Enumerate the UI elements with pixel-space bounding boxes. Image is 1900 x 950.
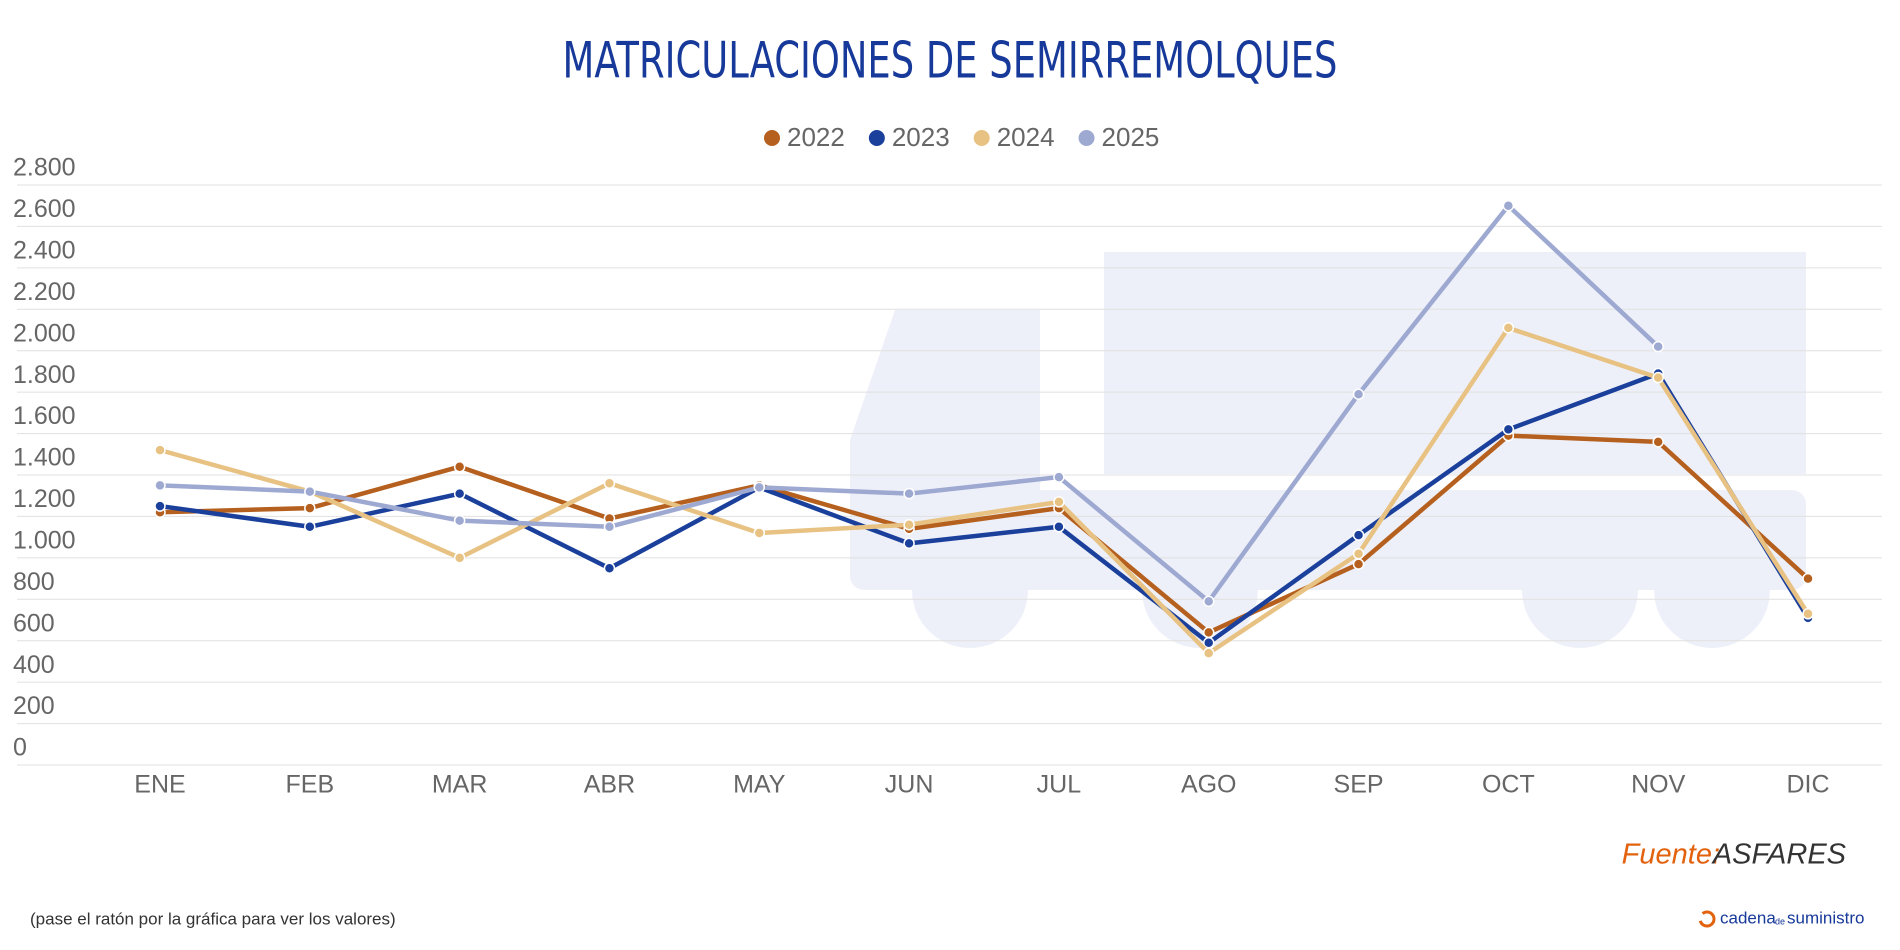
point xyxy=(1502,199,1515,212)
truck-background xyxy=(850,252,1806,648)
point xyxy=(1352,558,1365,570)
point xyxy=(753,481,766,494)
legend-label: 2023 xyxy=(892,122,950,152)
x-tick-label: ABR xyxy=(584,771,635,799)
x-tick-label: MAR xyxy=(432,771,488,799)
legend-label: 2022 xyxy=(787,122,845,152)
point xyxy=(154,444,166,456)
y-tick-label: 1.000 xyxy=(13,526,76,554)
y-tick-label: 0 xyxy=(13,734,27,762)
legend-label: 2024 xyxy=(997,122,1055,152)
brand-text: cadena xyxy=(1720,908,1776,927)
x-tick-label: FEB xyxy=(286,771,335,799)
legend-marker xyxy=(1078,130,1095,146)
point xyxy=(1053,471,1065,483)
point xyxy=(154,479,166,492)
point xyxy=(304,521,316,533)
x-tick-label: MAY xyxy=(733,771,786,799)
point xyxy=(1352,547,1365,560)
legend-marker xyxy=(868,130,885,146)
legend: 2022 2023 2024 2025 xyxy=(764,122,1159,152)
series-line xyxy=(159,371,1810,646)
legend-label: 2025 xyxy=(1102,122,1160,152)
y-tick-label: 2.600 xyxy=(13,195,76,223)
point xyxy=(1802,608,1814,620)
x-tick-label: JUN xyxy=(885,771,934,799)
point xyxy=(903,537,915,550)
x-tick-label: JUL xyxy=(1037,771,1082,799)
source-label: Fuente: xyxy=(1622,839,1720,871)
point xyxy=(1202,647,1215,659)
point xyxy=(154,500,166,512)
point xyxy=(1053,496,1065,508)
point xyxy=(1502,322,1515,334)
point xyxy=(1352,388,1365,400)
point xyxy=(1202,637,1215,649)
point xyxy=(304,485,316,498)
point xyxy=(453,514,466,527)
point xyxy=(1652,436,1664,448)
y-tick-label: 1.400 xyxy=(13,444,76,472)
point xyxy=(304,502,316,514)
source: ASFARES xyxy=(1711,839,1847,871)
x-tick-label: OCT xyxy=(1482,771,1535,799)
y-tick-label: 1.600 xyxy=(13,402,76,430)
y-tick-label: 600 xyxy=(13,609,55,637)
y-tick-label: 2.200 xyxy=(13,278,76,306)
brand-text: de xyxy=(1775,916,1785,926)
series-line xyxy=(159,325,1810,656)
x-tick-label: NOV xyxy=(1631,771,1686,799)
x-tick-label: ENE xyxy=(134,771,185,799)
y-tick-label: 1.200 xyxy=(13,485,76,513)
series-line xyxy=(159,433,1810,635)
y-tick-label: 200 xyxy=(13,692,55,720)
point xyxy=(903,518,915,531)
point xyxy=(603,562,616,574)
point xyxy=(453,552,466,564)
brand: cadena de suministro xyxy=(1698,908,1864,928)
point xyxy=(1652,340,1664,353)
point xyxy=(453,460,466,473)
point xyxy=(603,477,616,490)
point xyxy=(753,527,766,539)
x-tick-label: AGO xyxy=(1181,771,1237,799)
point xyxy=(903,487,915,500)
brand-text: suministro xyxy=(1787,908,1864,927)
y-tick-label: 800 xyxy=(13,568,55,596)
chart-title: MATRICULACIONES DE SEMIRREMOLQUES xyxy=(563,32,1338,90)
point xyxy=(1502,423,1515,436)
y-tick-label: 400 xyxy=(13,651,55,679)
point xyxy=(1652,371,1664,384)
legend-marker xyxy=(973,130,990,146)
point xyxy=(453,487,466,500)
point xyxy=(603,521,616,533)
y-tick-label: 1.800 xyxy=(13,361,76,389)
note: (pase el ratón por la gráfica para ver l… xyxy=(30,909,396,928)
x-tick-label: DIC xyxy=(1786,771,1829,799)
point xyxy=(1053,521,1065,533)
point xyxy=(1802,572,1814,585)
point xyxy=(1202,595,1215,608)
y-tick-label: 2.400 xyxy=(13,236,76,264)
legend-marker xyxy=(764,130,780,146)
point xyxy=(1202,626,1215,639)
point xyxy=(1352,529,1365,541)
y-tick-label: 2.800 xyxy=(13,154,76,182)
y-tick-label: 2.000 xyxy=(13,319,76,347)
x-tick-label: SEP xyxy=(1334,771,1384,799)
